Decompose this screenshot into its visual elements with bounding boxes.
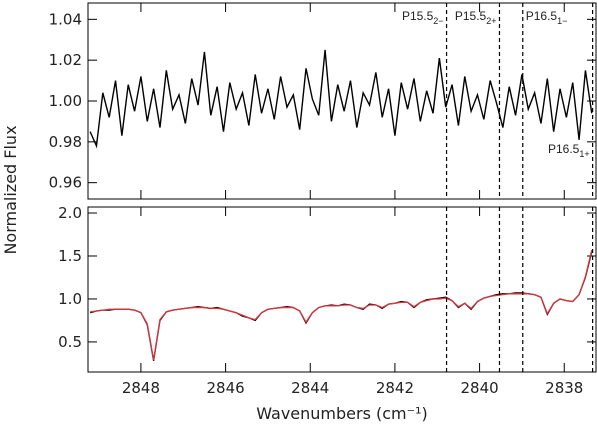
y-tick-label: 1.00 bbox=[49, 92, 82, 110]
line-label-sub: 1− bbox=[557, 16, 567, 26]
line-label: P15.52− bbox=[402, 9, 444, 26]
line-label-sub: 2− bbox=[433, 16, 443, 26]
y-tick-label: 2.0 bbox=[58, 204, 82, 222]
line-label-main: P15.5 bbox=[455, 9, 487, 23]
x-tick-label: 2840 bbox=[460, 379, 498, 397]
spectrum-line bbox=[89, 251, 593, 361]
y-tick-label: 1.02 bbox=[49, 51, 82, 69]
y-axis-title: Normalized Flux bbox=[1, 125, 20, 254]
line-label-main: P16.5 bbox=[526, 9, 558, 23]
x-tick-label: 2844 bbox=[291, 379, 329, 397]
spectrum-line bbox=[89, 49, 593, 149]
y-tick-label: 0.5 bbox=[58, 333, 82, 351]
line-label-sub: 2+ bbox=[486, 16, 496, 26]
y-tick-label: 1.5 bbox=[58, 247, 82, 265]
line-label: P16.51+ bbox=[548, 142, 590, 159]
line-label: P16.51− bbox=[526, 9, 568, 26]
x-tick-label: 2838 bbox=[545, 379, 583, 397]
y-tick-label: 1.04 bbox=[49, 10, 82, 28]
spectrum-line bbox=[90, 249, 593, 361]
x-tick-label: 2848 bbox=[122, 379, 160, 397]
line-label-sub: 1+ bbox=[579, 149, 589, 159]
y-tick-label: 1.0 bbox=[58, 290, 82, 308]
line-label: P15.52+ bbox=[455, 9, 497, 26]
y-tick-label: 0.98 bbox=[49, 133, 82, 151]
x-axis-title: Wavenumbers (cm⁻¹) bbox=[256, 404, 428, 423]
plot-frame bbox=[87, 206, 597, 373]
line-label-main: P16.5 bbox=[548, 142, 580, 156]
line-label-main: P15.5 bbox=[402, 9, 434, 23]
x-tick-label: 2842 bbox=[376, 379, 414, 397]
x-tick-label: 2846 bbox=[206, 379, 244, 397]
y-tick-label: 0.96 bbox=[49, 174, 82, 192]
